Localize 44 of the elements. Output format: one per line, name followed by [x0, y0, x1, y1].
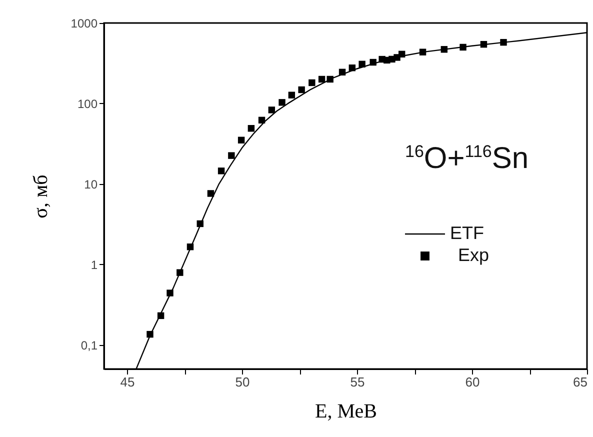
x-tick-label: 60 — [465, 374, 480, 390]
point — [288, 92, 296, 98]
point — [338, 68, 346, 76]
point — [348, 64, 356, 72]
point — [258, 116, 266, 124]
y-tick-label: 0,1 — [80, 338, 98, 352]
point — [318, 76, 326, 83]
x-tick-label: 55 — [350, 374, 365, 390]
point — [218, 168, 225, 174]
annotation: $^{16}$O+$^{116}$Sn — [405, 142, 529, 176]
y-tick-label: 10 — [84, 177, 98, 192]
y-tick-label: 100 — [77, 96, 98, 111]
point — [298, 86, 305, 94]
point — [370, 58, 376, 66]
point — [228, 152, 235, 159]
point — [460, 44, 466, 51]
point — [308, 79, 316, 86]
point — [500, 38, 507, 46]
point — [146, 330, 154, 338]
point — [278, 99, 286, 106]
y-tick-label: 1000 — [70, 16, 98, 30]
point — [440, 46, 448, 53]
point — [157, 312, 164, 320]
legend-label: Exp — [458, 245, 490, 265]
point — [358, 60, 366, 68]
point — [268, 106, 276, 114]
x-tick-label: 50 — [235, 374, 250, 390]
y-axis-title: σ, мб — [30, 174, 52, 218]
point — [186, 243, 194, 250]
point — [398, 50, 406, 58]
x-tick-label: 45 — [120, 374, 135, 390]
point — [480, 40, 488, 48]
point — [207, 190, 214, 197]
point — [238, 136, 245, 144]
point — [248, 125, 255, 132]
point — [166, 290, 174, 296]
x-axis-title: Е, МеВ — [315, 400, 377, 422]
point — [176, 269, 184, 276]
y-tick-label: 1 — [90, 258, 98, 272]
x-tick-label: 65 — [573, 374, 588, 390]
point — [326, 76, 334, 83]
point — [419, 48, 426, 56]
legend-label: ETF — [450, 223, 484, 243]
point — [196, 220, 204, 228]
